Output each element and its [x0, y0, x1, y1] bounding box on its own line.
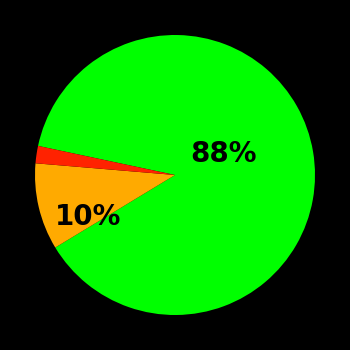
Wedge shape	[35, 163, 175, 247]
Wedge shape	[38, 35, 315, 315]
Text: 10%: 10%	[55, 203, 121, 231]
Text: 88%: 88%	[191, 140, 257, 168]
Wedge shape	[35, 146, 175, 175]
